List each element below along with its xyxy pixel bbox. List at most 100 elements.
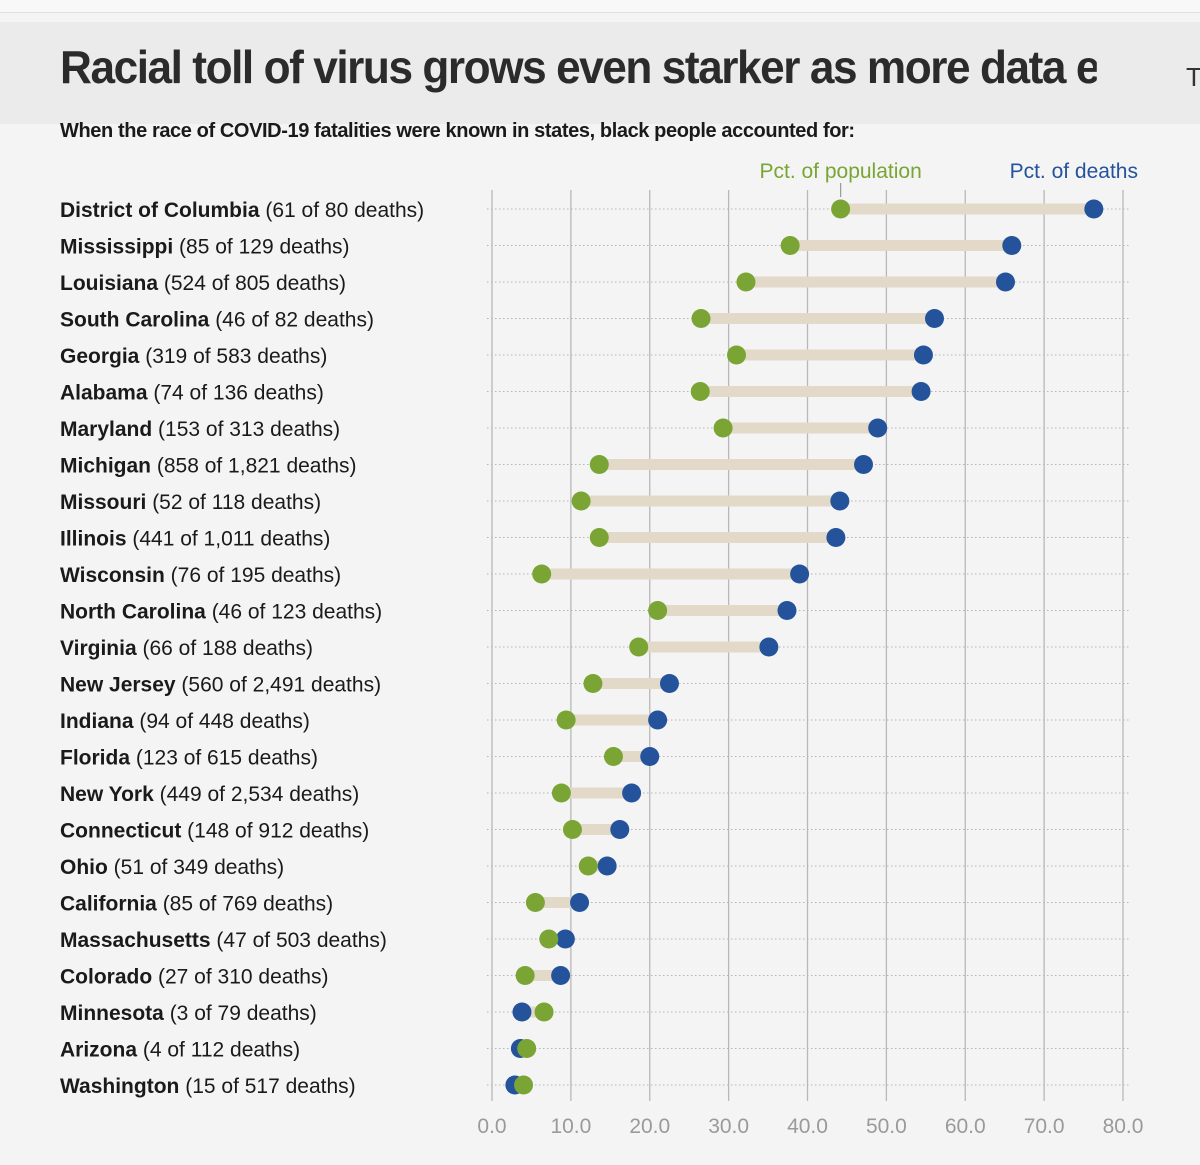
browser-top-strip bbox=[0, 0, 1200, 13]
row-label: Massachusetts (47 of 503 deaths) bbox=[60, 929, 387, 952]
population-point bbox=[517, 1039, 537, 1058]
row-label: Washington (15 of 517 deaths) bbox=[60, 1075, 356, 1098]
row-label: Louisiana (524 of 805 deaths) bbox=[60, 272, 346, 295]
deaths-point bbox=[868, 418, 888, 438]
row-label: New Jersey (560 of 2,491 deaths) bbox=[60, 674, 381, 697]
row-label: California (85 of 769 deaths) bbox=[60, 893, 333, 916]
deaths-point bbox=[648, 710, 668, 730]
population-point bbox=[514, 1075, 534, 1095]
death-count: (85 of 769 deaths) bbox=[163, 893, 333, 916]
row-label: Arizona (4 of 112 deaths) bbox=[60, 1039, 300, 1062]
row-label: Indiana (94 of 448 deaths) bbox=[60, 710, 310, 733]
state-name: Illinois bbox=[60, 528, 132, 551]
population-point bbox=[780, 236, 800, 255]
state-name: Alabama bbox=[60, 382, 153, 405]
population-point bbox=[727, 345, 747, 365]
legend: Pct. of population Pct. of deaths bbox=[759, 160, 1138, 197]
deaths-point bbox=[622, 783, 642, 803]
deaths-point bbox=[826, 528, 846, 547]
row-label: Virginia (66 of 188 deaths) bbox=[60, 637, 313, 660]
state-name: Louisiana bbox=[60, 272, 164, 295]
population-point bbox=[562, 820, 582, 839]
state-name: Michigan bbox=[60, 455, 157, 478]
row-label: Maryland (153 of 313 deaths) bbox=[60, 418, 340, 441]
population-point bbox=[736, 272, 756, 292]
death-count: (61 of 80 deaths) bbox=[265, 199, 424, 222]
deaths-point bbox=[759, 637, 779, 657]
state-name: Maryland bbox=[60, 418, 158, 441]
deaths-point bbox=[1084, 199, 1104, 219]
population-point bbox=[578, 856, 598, 876]
population-point bbox=[571, 491, 591, 511]
row-label: Ohio (51 of 349 deaths) bbox=[60, 856, 284, 879]
population-point bbox=[713, 418, 733, 438]
deaths-point bbox=[659, 674, 679, 693]
state-name: Ohio bbox=[60, 856, 114, 879]
x-tick-label: 40.0 bbox=[787, 1115, 828, 1138]
death-count: (46 of 123 deaths) bbox=[212, 601, 382, 624]
death-count: (47 of 503 deaths) bbox=[216, 929, 386, 952]
population-point bbox=[648, 601, 668, 620]
death-count: (3 of 79 deaths) bbox=[170, 1002, 317, 1025]
population-point bbox=[532, 564, 552, 584]
x-tick-label: 80.0 bbox=[1103, 1115, 1144, 1138]
deaths-point bbox=[913, 345, 933, 365]
row-label: Minnesota (3 of 79 deaths) bbox=[60, 1002, 317, 1025]
deaths-point bbox=[512, 1002, 532, 1022]
state-name: New Jersey bbox=[60, 674, 181, 697]
death-count: (148 of 912 deaths) bbox=[187, 820, 369, 843]
row-label: South Carolina (46 of 82 deaths) bbox=[60, 309, 374, 332]
state-name: New York bbox=[60, 783, 160, 806]
death-count: (153 of 313 deaths) bbox=[158, 418, 340, 441]
x-tick-label: 70.0 bbox=[1024, 1115, 1065, 1138]
death-count: (560 of 2,491 deaths) bbox=[181, 674, 381, 697]
deaths-point bbox=[640, 747, 660, 766]
population-point bbox=[525, 893, 545, 912]
death-count: (52 of 118 deaths) bbox=[152, 491, 321, 514]
deaths-point bbox=[995, 272, 1015, 292]
population-point bbox=[589, 455, 609, 474]
population-point bbox=[515, 966, 535, 985]
row-label: Connecticut (148 of 912 deaths) bbox=[60, 820, 369, 843]
population-point bbox=[589, 528, 609, 547]
population-point bbox=[534, 1002, 554, 1022]
x-axis-ticks: 0.0 10.0 20.0 30.0 40.0 50.0 60.0 70.0 80.0 bbox=[477, 1115, 1143, 1138]
x-tick-label: 60.0 bbox=[945, 1115, 986, 1138]
gridlines bbox=[491, 190, 1124, 1101]
deaths-point bbox=[854, 455, 874, 474]
chart-subtitle: When the race of COVID-19 fatalities wer… bbox=[60, 120, 855, 142]
death-count: (74 of 136 deaths) bbox=[153, 382, 323, 405]
deaths-point bbox=[924, 309, 944, 328]
deaths-point bbox=[777, 601, 797, 620]
population-point bbox=[556, 710, 576, 730]
clipped-next-headline[interactable]: T bbox=[1186, 62, 1200, 92]
state-name: Connecticut bbox=[60, 820, 187, 843]
x-tick-label: 20.0 bbox=[629, 1115, 670, 1138]
deaths-point bbox=[570, 893, 590, 912]
death-count: (51 of 349 deaths) bbox=[114, 856, 284, 879]
row-label: Colorado (27 of 310 deaths) bbox=[60, 966, 328, 989]
row-label: Alabama (74 of 136 deaths) bbox=[60, 382, 324, 405]
population-point bbox=[831, 199, 851, 219]
death-count: (319 of 583 deaths) bbox=[145, 345, 327, 368]
death-count: (85 of 129 deaths) bbox=[179, 236, 349, 259]
population-point bbox=[691, 309, 711, 328]
x-tick-label: 10.0 bbox=[550, 1115, 591, 1138]
population-point bbox=[539, 929, 559, 949]
state-name: Missouri bbox=[60, 491, 152, 514]
death-count: (524 of 805 deaths) bbox=[164, 272, 346, 295]
row-label: Georgia (319 of 583 deaths) bbox=[60, 345, 327, 368]
death-count: (123 of 615 deaths) bbox=[136, 747, 318, 770]
state-name: Virginia bbox=[60, 637, 142, 660]
deaths-point bbox=[1002, 236, 1022, 255]
x-tick-label: 50.0 bbox=[866, 1115, 907, 1138]
state-name: Minnesota bbox=[60, 1002, 170, 1025]
death-count: (441 of 1,011 deaths) bbox=[132, 528, 330, 551]
death-count: (27 of 310 deaths) bbox=[158, 966, 328, 989]
deaths-point bbox=[555, 929, 575, 949]
row-label: Florida (123 of 615 deaths) bbox=[60, 747, 318, 770]
x-tick-label: 0.0 bbox=[477, 1115, 506, 1138]
state-name: Indiana bbox=[60, 710, 139, 733]
state-name: Wisconsin bbox=[60, 564, 171, 587]
headline[interactable]: Racial toll of virus grows even starker … bbox=[60, 41, 1097, 93]
